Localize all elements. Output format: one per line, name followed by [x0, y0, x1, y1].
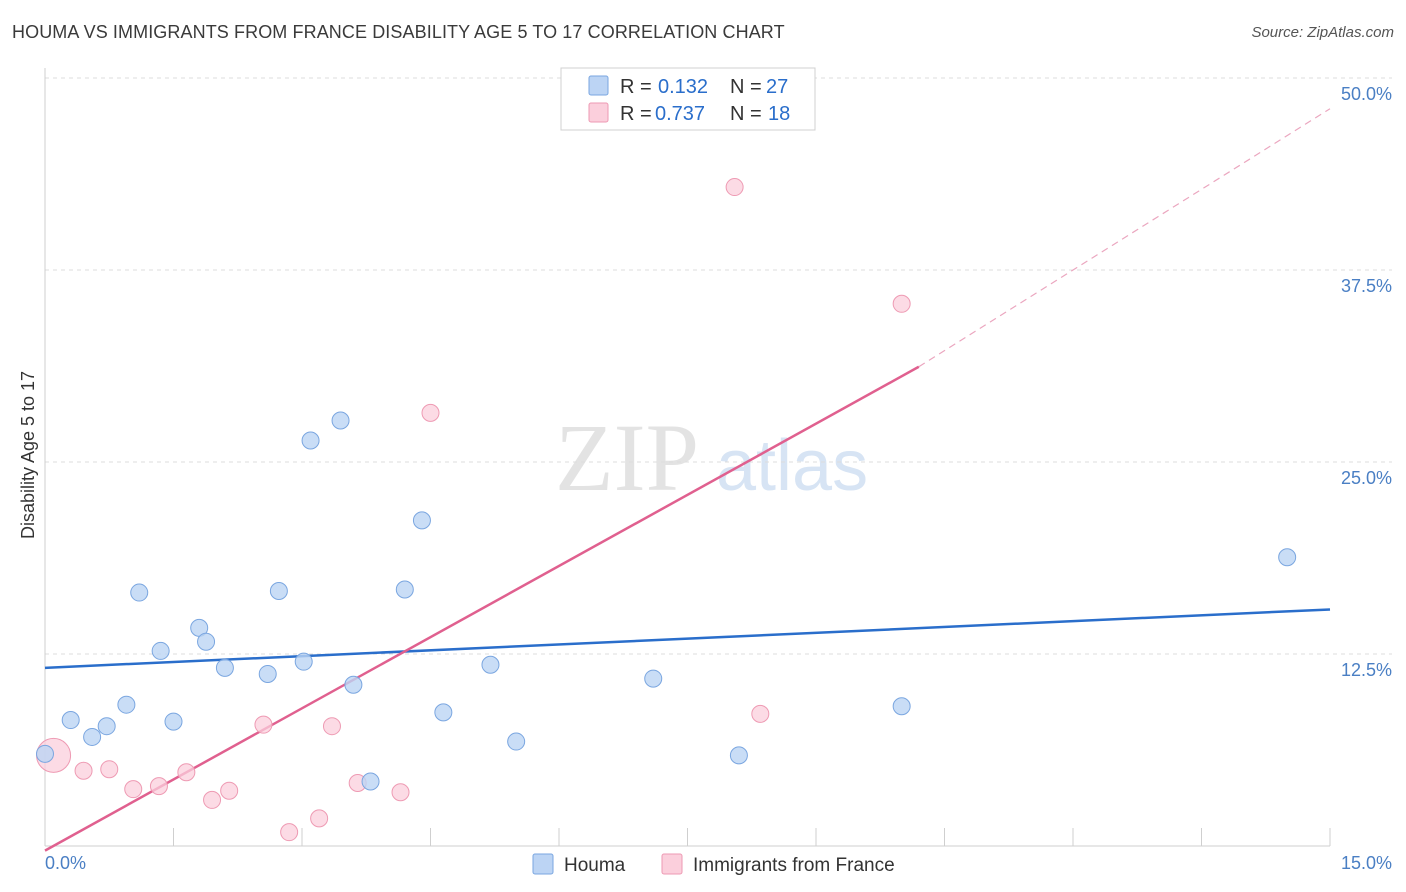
france-trend-line	[44, 365, 920, 852]
watermark: ZIP atlas	[555, 404, 868, 511]
france-point-10	[310, 809, 329, 828]
houma-point-4	[117, 695, 136, 714]
series-legend-houma-swatch	[532, 853, 554, 875]
houma-point-12	[269, 582, 288, 601]
france-point-6	[203, 790, 222, 809]
france-point-1	[74, 761, 93, 780]
y-tick-label-0: 12.5%	[1341, 660, 1392, 680]
x-tick-label-1: 15.0%	[1341, 853, 1392, 873]
series-legend-france-swatch	[661, 853, 683, 875]
houma-point-11	[258, 664, 277, 683]
france-point-5	[177, 763, 196, 782]
y-axis-label: Disability Age 5 to 17	[18, 371, 38, 539]
france-trend-extension	[918, 108, 1331, 368]
y-tick-label-3: 50.0%	[1341, 84, 1392, 104]
france-point-3	[124, 780, 143, 799]
houma-point-3	[97, 717, 116, 736]
houma-point-18	[395, 580, 414, 599]
france-point-16	[751, 704, 770, 723]
houma-point-2	[83, 727, 102, 746]
watermark-zip: ZIP	[555, 404, 699, 511]
houma-point-21	[481, 655, 500, 674]
houma-point-6	[151, 641, 170, 660]
houma-point-9	[197, 632, 216, 651]
france-point-11	[322, 717, 341, 736]
legend-n-value-2: 18	[768, 103, 790, 125]
tick-labels: 12.5% 25.0% 37.5% 50.0% 0.0% 15.0%	[45, 84, 1392, 873]
france-point-9	[280, 823, 299, 842]
france-point-17	[892, 294, 911, 313]
series-legend-france-label: Immigrants from France	[693, 855, 895, 876]
france-point-8	[254, 715, 273, 734]
source-label: Source: ZipAtlas.com	[1251, 24, 1394, 41]
houma-point-13	[294, 652, 313, 671]
france-point-4	[149, 777, 168, 796]
houma-trend-line	[44, 608, 1331, 670]
france-point-13	[391, 783, 410, 802]
legend-r-label-2: R =	[620, 103, 652, 125]
houma-point-5	[130, 583, 149, 602]
houma-point-16	[344, 675, 363, 694]
houma-point-20	[434, 703, 453, 722]
grid-lines	[45, 77, 1392, 655]
houma-point-10	[215, 658, 234, 677]
series-legend: Houma Immigrants from France	[532, 853, 895, 876]
legend-r-value-1: 0.132	[658, 76, 708, 98]
series-legend-houma-label: Houma	[564, 855, 626, 876]
france-point-7	[220, 781, 239, 800]
houma-point-23	[644, 669, 663, 688]
legend-n-label-1: N =	[730, 76, 762, 98]
houma-point-22	[507, 732, 526, 751]
axes	[44, 68, 1331, 847]
x-tick-label-0: 0.0%	[45, 853, 86, 873]
stats-legend: R = 0.132 N = 27 R = 0.737 N = 18	[560, 67, 816, 131]
france-point-14	[421, 403, 440, 422]
chart-title: HOUMA VS IMMIGRANTS FROM FRANCE DISABILI…	[12, 22, 785, 42]
houma-point-1	[61, 711, 80, 730]
legend-n-value-1: 27	[766, 76, 788, 98]
legend-r-value-2: 0.737	[655, 103, 705, 125]
houma-point-0	[36, 744, 54, 763]
y-tick-label-1: 25.0%	[1341, 468, 1392, 488]
houma-point-15	[331, 411, 350, 430]
houma-point-26	[1278, 548, 1297, 567]
y-tick-label-2: 37.5%	[1341, 276, 1392, 296]
legend-houma-swatch	[588, 75, 609, 96]
houma-point-7	[164, 712, 183, 731]
houma-point-24	[729, 746, 748, 765]
legend-n-label-2: N =	[730, 103, 762, 125]
houma-point-17	[361, 772, 380, 791]
france-point-2	[100, 760, 119, 779]
france-point-15	[725, 178, 744, 197]
houma-point-19	[412, 511, 431, 530]
data-points	[36, 178, 1297, 842]
houma-point-14	[301, 431, 320, 450]
legend-france-swatch	[588, 102, 609, 123]
legend-r-label-1: R =	[620, 76, 652, 98]
houma-point-25	[892, 697, 911, 716]
